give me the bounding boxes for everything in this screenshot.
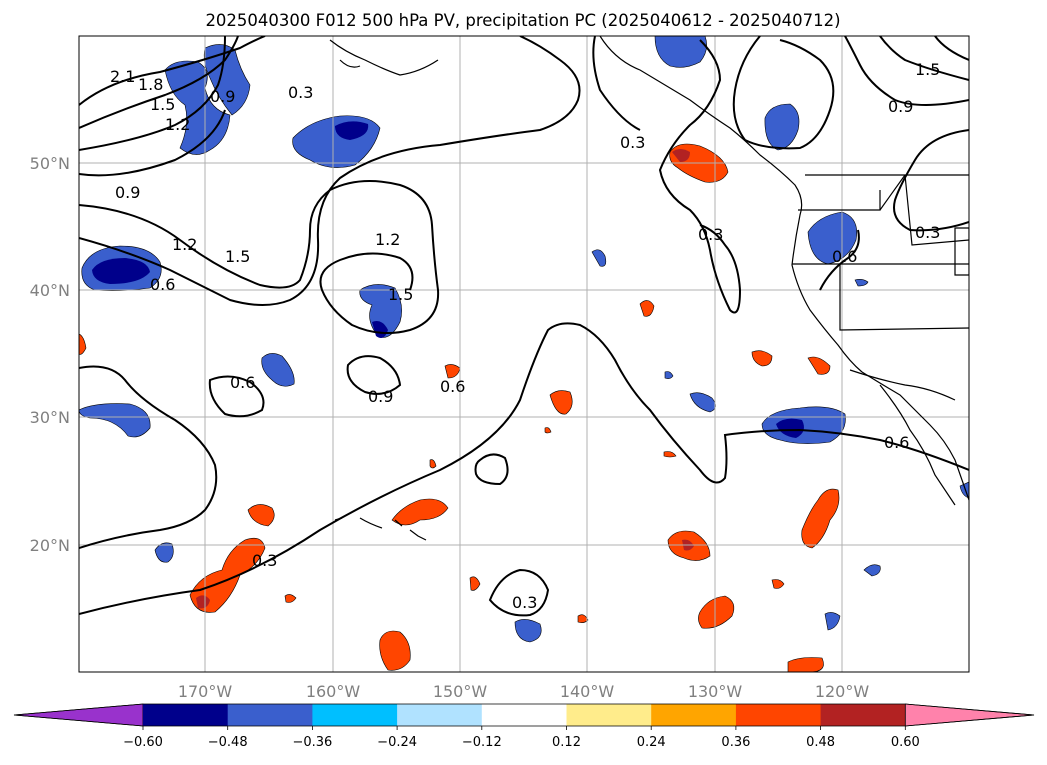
colorbar-extend-min (13, 703, 144, 727)
lon-label: 170°W (178, 682, 233, 701)
contour-label: 1.2 (165, 115, 190, 134)
contour-label: 1.8 (138, 75, 163, 94)
lon-label: 150°W (433, 682, 488, 701)
pv-contours (79, 36, 969, 617)
contour-label: 1.5 (225, 247, 250, 266)
lon-label: 160°W (306, 682, 361, 701)
colorbar-segment (651, 704, 737, 726)
colorbar-segment (397, 704, 483, 726)
colorbar-segment (820, 704, 906, 726)
colorbar-tick-label: −0.12 (462, 735, 502, 750)
contour-label: 1.5 (915, 60, 940, 79)
figure-title: 2025040300 F012 500 hPa PV, precipitatio… (205, 11, 840, 30)
contour-label: 1.2 (172, 235, 197, 254)
contour-label: 0.9 (210, 87, 235, 106)
colorbar-tick-label: −0.48 (208, 735, 248, 750)
contour-label: 0.3 (698, 225, 723, 244)
contour-label: 0.6 (230, 373, 255, 392)
contour-label: 1.5 (388, 285, 413, 304)
map-panel: 2.1 1.8 1.5 1.2 0.9 0.3 0.9 1.2 1.5 1.2 … (79, 36, 969, 672)
lon-label: 130°W (688, 682, 743, 701)
contour-label: 0.6 (440, 377, 465, 396)
contour-label: 0.3 (512, 593, 537, 612)
colorbar-tick-label: −0.36 (292, 735, 332, 750)
lon-label: 120°W (815, 682, 870, 701)
contour-label: 0.6 (884, 433, 909, 452)
precip-positive-areas (79, 143, 840, 672)
map-frame (78, 35, 970, 673)
colorbar-tick-label: 0.60 (891, 735, 920, 750)
contour-label: 0.9 (115, 183, 140, 202)
contour-label: 0.9 (368, 387, 393, 406)
contour-label: 1.5 (150, 95, 175, 114)
lon-label: 140°W (560, 682, 615, 701)
colorbar-tick-label: −0.60 (123, 735, 163, 750)
lat-label: 20°N (30, 536, 70, 555)
colorbar-segment (312, 704, 398, 726)
colorbar-tick-label: 0.48 (806, 735, 835, 750)
contour-label: 2.1 (110, 67, 135, 86)
precip-negative-areas (79, 36, 969, 643)
contour-label: 0.3 (915, 223, 940, 242)
colorbar-segment (735, 704, 822, 726)
colorbar: −0.60 −0.48 −0.36 −0.24 −0.12 0.12 0.24 0.36 0.4… (13, 703, 1035, 750)
colorbar-segment (227, 704, 313, 726)
coastlines (329, 36, 969, 541)
lat-label: 50°N (30, 154, 70, 173)
lat-label: 40°N (30, 281, 70, 300)
contour-label: 0.6 (832, 247, 857, 266)
colorbar-segment (566, 704, 652, 726)
colorbar-tick-label: −0.24 (377, 735, 417, 750)
colorbar-extend-max (904, 703, 1035, 727)
colorbar-tick-label: 0.24 (637, 735, 666, 750)
latitude-labels: 50°N 40°N 30°N 20°N (30, 154, 70, 555)
lat-label: 30°N (30, 408, 70, 427)
contour-label: 0.3 (620, 133, 645, 152)
colorbar-segment (143, 704, 229, 726)
contour-labels: 2.1 1.8 1.5 1.2 0.9 0.3 0.9 1.2 1.5 1.2 … (110, 60, 940, 612)
colorbar-segment (481, 704, 567, 726)
colorbar-tick-label: 0.36 (721, 735, 750, 750)
contour-label: 0.3 (252, 551, 277, 570)
longitude-labels: 170°W 160°W 150°W 140°W 130°W 120°W (178, 682, 870, 701)
contour-label: 0.6 (150, 275, 175, 294)
colorbar-tick-label: 0.12 (552, 735, 581, 750)
contour-label: 1.2 (375, 230, 400, 249)
contour-label: 0.3 (288, 83, 313, 102)
contour-label: 0.9 (888, 97, 913, 116)
